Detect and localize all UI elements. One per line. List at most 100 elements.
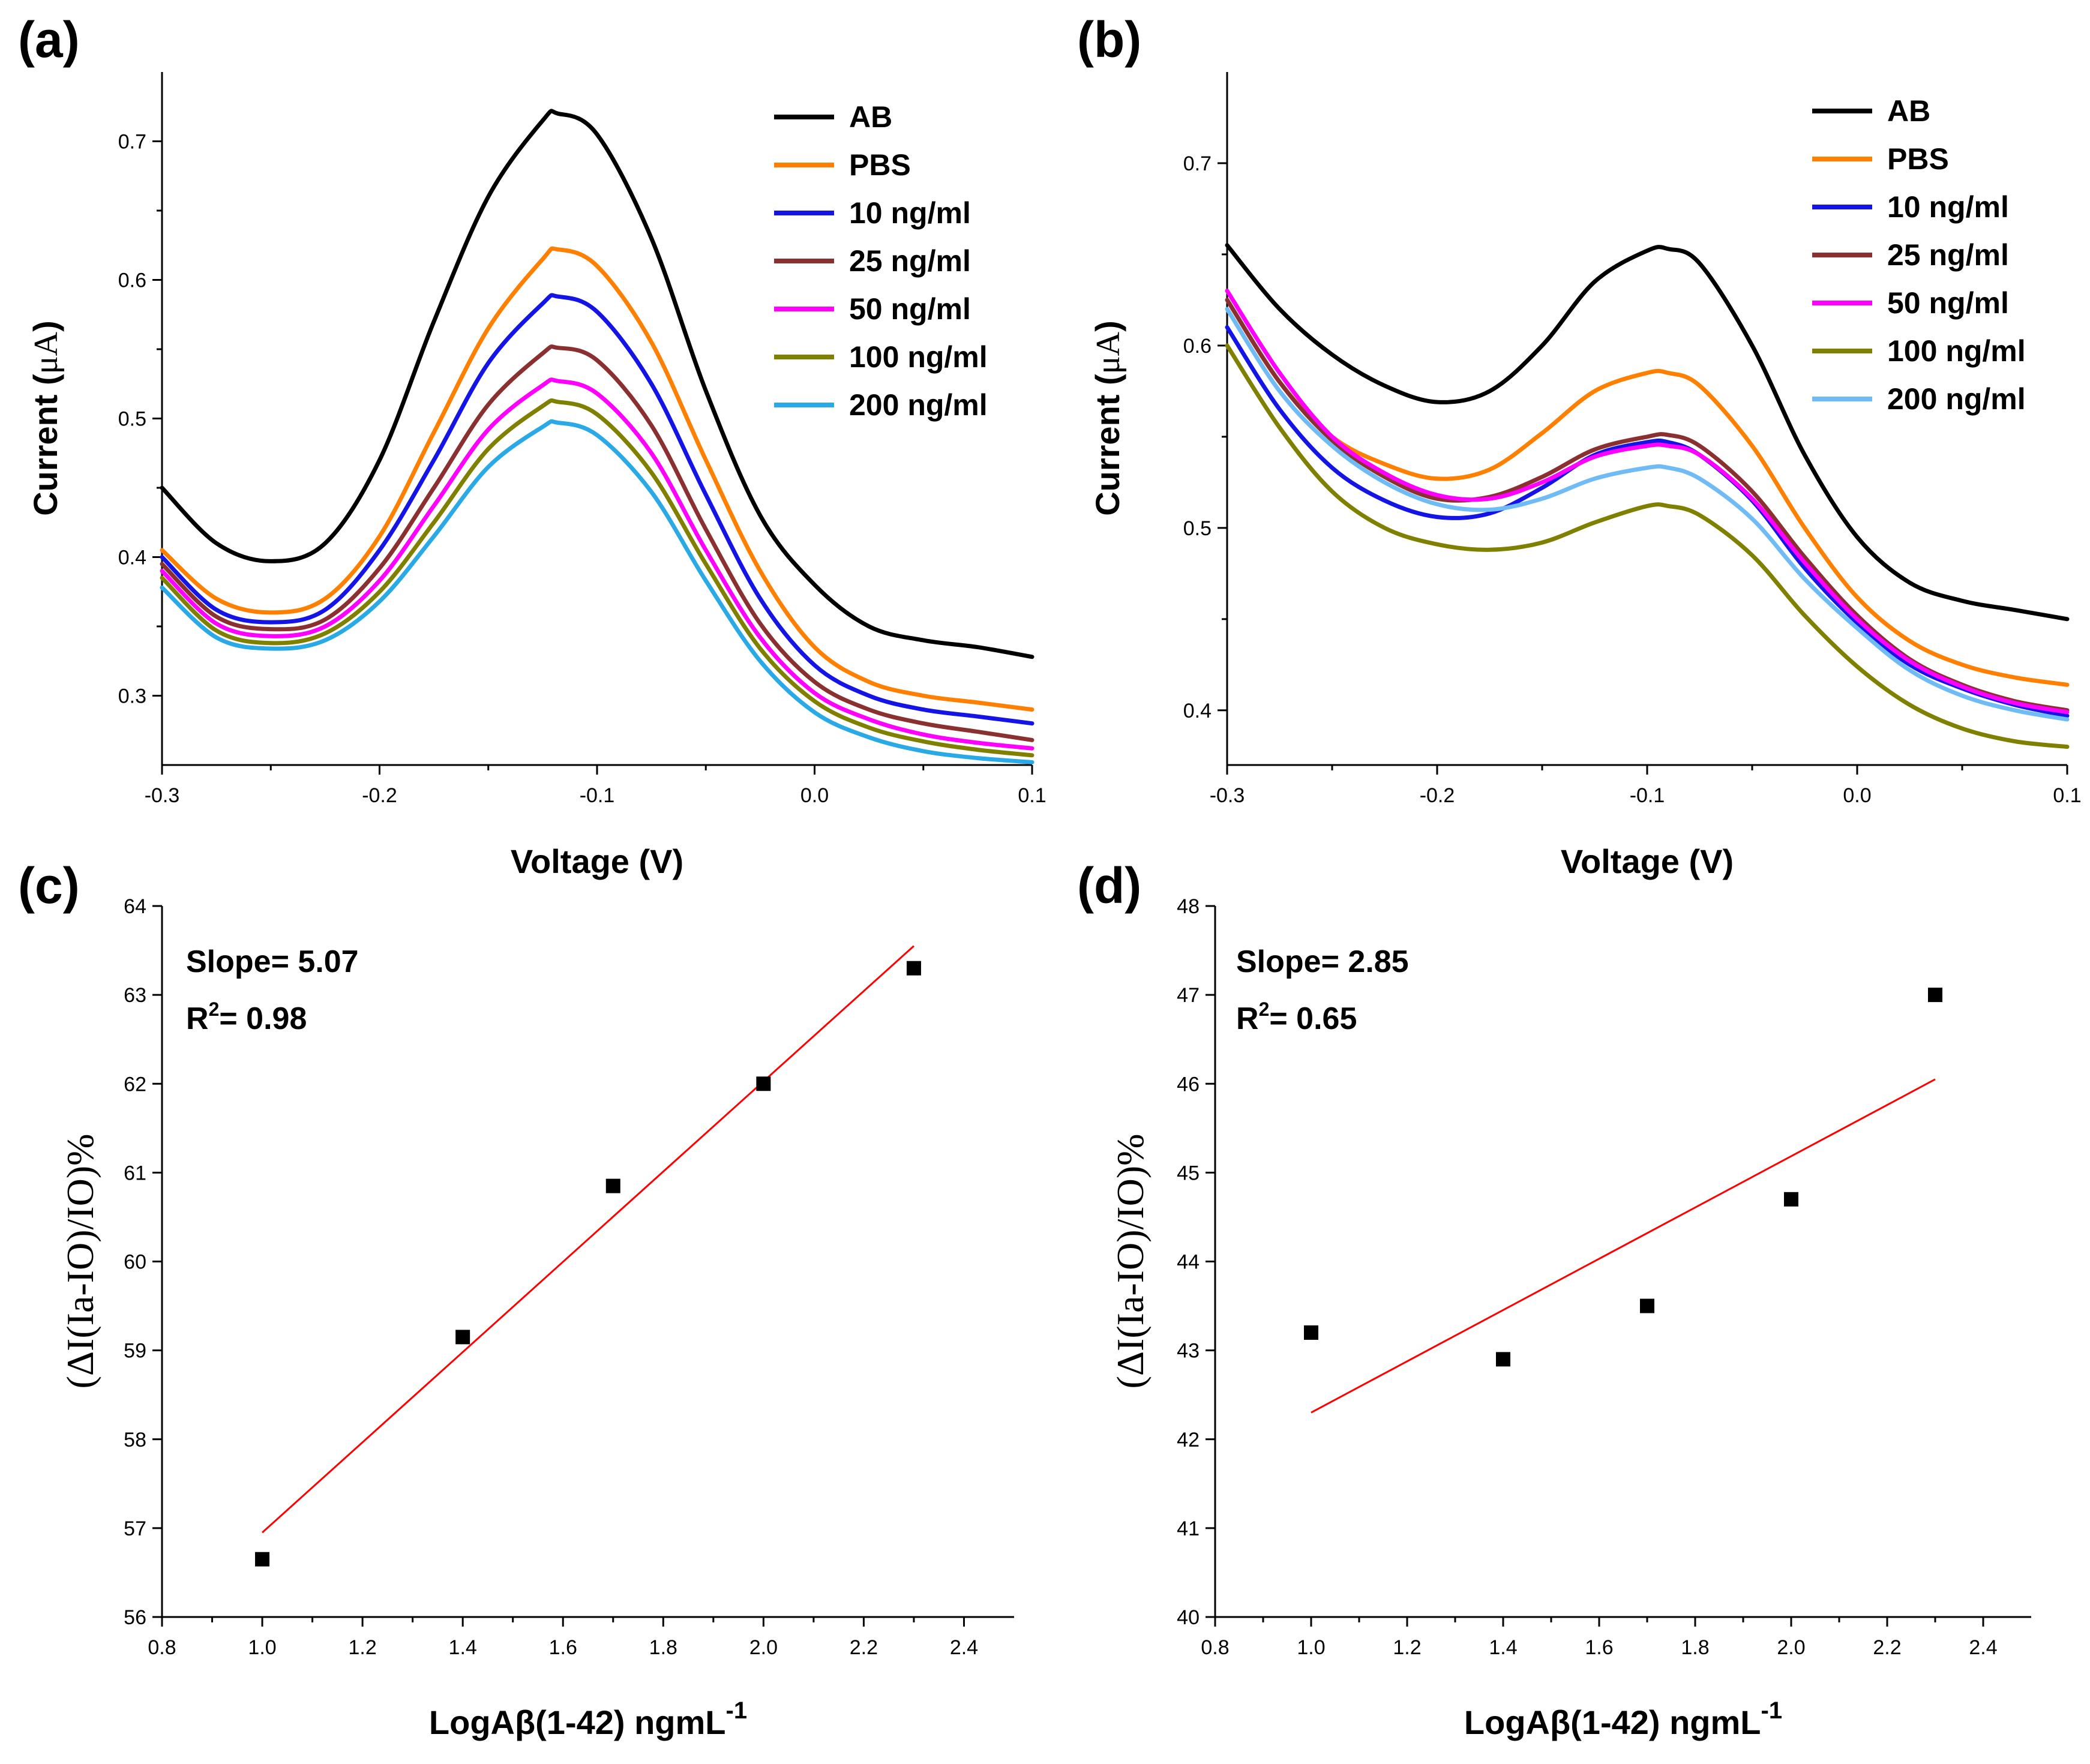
- x-tick-label: 2.2: [850, 1636, 878, 1659]
- y-tick-label: 62: [124, 1073, 146, 1096]
- panel-a: -0.3 -0.2 -0.1 0.0 0.1 0.3 0.4 0.5 0.6 0.7 (a) AB PB…: [18, 11, 1047, 880]
- y-tick-label: 0.4: [1183, 700, 1212, 722]
- y-tick-label: 41: [1177, 1517, 1200, 1540]
- x-tick-label: -0.3: [145, 784, 180, 807]
- data-point: [906, 961, 921, 976]
- y-tick-label: 48: [1177, 895, 1200, 918]
- legend-label-10-ng-ml: 10 ng/ml: [1887, 190, 2009, 224]
- legend-label-pbs: PBS: [1887, 142, 1949, 176]
- series-line-50-ng-ml: [1225, 289, 2070, 715]
- r2-annotation: R2= 0.65: [1236, 998, 1357, 1036]
- y-axis-title-prefix: Current (: [26, 374, 64, 516]
- x-tick-label: 2.0: [1777, 1636, 1805, 1659]
- legend: AB PBS 10 ng/ml 25 ng/ml 50 ng/ml 100 ng/ml 20…: [774, 100, 988, 422]
- x-tick-label: 1.8: [1681, 1636, 1709, 1659]
- series-line-100-ng-ml: [160, 398, 1034, 758]
- r2-superscript: 2: [209, 998, 220, 1020]
- legend-label-200-ng-ml: 200 ng/ml: [1887, 382, 2026, 416]
- x-tick-label: 1.4: [1489, 1636, 1517, 1659]
- legend-label-200-ng-ml: 200 ng/ml: [849, 388, 988, 422]
- x-tick-label: 1.2: [348, 1636, 376, 1659]
- data-point: [1304, 1325, 1318, 1340]
- x-tick-label: 0.1: [1018, 784, 1046, 807]
- r2-annotation: R2= 0.98: [186, 998, 307, 1036]
- y-tick-label: 0.7: [118, 131, 146, 154]
- data-point: [455, 1330, 470, 1345]
- y-tick-label: 63: [124, 984, 146, 1007]
- r2-value: = 0.65: [1269, 1001, 1357, 1036]
- x-axis-title: LogAβ(1-42) ngmL-1: [429, 1697, 747, 1741]
- x-tick-label: 1.6: [1585, 1636, 1613, 1659]
- series-line-ab: [160, 109, 1034, 659]
- x-tick-label: 1.2: [1393, 1636, 1421, 1659]
- data-point: [255, 1552, 270, 1567]
- data-point: [605, 1178, 620, 1193]
- x-axis-title: Voltage (V): [1561, 842, 1734, 880]
- y-axis-title-suffix: ): [1089, 320, 1126, 332]
- x-tick-label: 2.0: [749, 1636, 778, 1659]
- x-tick-label: -0.3: [1210, 784, 1245, 807]
- y-tick-label: 60: [124, 1251, 146, 1274]
- x-tick-label: 0.1: [2053, 784, 2081, 807]
- series-line-25-ng-ml: [160, 344, 1034, 742]
- panel-d: 0.8 1.0 1.2 1.4 1.6 1.8 2.0 2.2 2.4 40 41 42 43 44 45 4…: [1077, 857, 2031, 1741]
- y-tick-label: 43: [1177, 1340, 1200, 1363]
- legend-label-50-ng-ml: 50 ng/ml: [849, 292, 971, 326]
- r2-symbol: R: [1236, 1001, 1259, 1036]
- panel-c: 0.8 1.0 1.2 1.4 1.6 1.8 2.0 2.2 2.4 56 57 58 59 60 61 6…: [18, 857, 1014, 1741]
- panel-b: -0.3 -0.2 -0.1 0.0 0.1 0.4 0.5 0.6 0.7 (b) AB PBS 10…: [1077, 11, 2082, 880]
- slope-annotation: Slope= 2.85: [1236, 944, 1409, 979]
- x-tick-label: -0.1: [1630, 784, 1665, 807]
- y-tick-label: 0.6: [1183, 335, 1212, 358]
- legend-label-25-ng-ml: 25 ng/ml: [1887, 238, 2009, 272]
- y-axis-title: (ΔI(Ia-IO)/IO)%: [59, 1134, 101, 1389]
- legend-label-ab: AB: [1887, 94, 1930, 128]
- data-point: [1928, 988, 1942, 1003]
- y-tick-label: 61: [124, 1162, 146, 1184]
- x-tick-label: 2.4: [1969, 1636, 1997, 1659]
- y-tick-label: 0.3: [118, 685, 146, 708]
- panel-label: (a): [18, 11, 80, 68]
- legend-label-ab: AB: [849, 100, 892, 134]
- y-tick-label: 64: [124, 895, 146, 918]
- x-tick-label: 1.6: [549, 1636, 577, 1659]
- y-axis-title: Current (μA): [1089, 320, 1127, 516]
- legend-label-pbs: PBS: [849, 148, 911, 182]
- y-tick-label: 0.6: [118, 269, 146, 292]
- y-axis-title-unit: μA: [1090, 331, 1127, 374]
- series-line-200-ng-ml: [1225, 307, 2070, 722]
- y-tick-label: 0.5: [1183, 517, 1212, 540]
- x-axis-title: LogAβ(1-42) ngmL-1: [1464, 1697, 1782, 1741]
- panel-label: (c): [18, 857, 80, 914]
- legend-label-50-ng-ml: 50 ng/ml: [1887, 286, 2009, 320]
- r2-value: = 0.98: [219, 1001, 307, 1036]
- x-tick-label: 0.8: [148, 1636, 176, 1659]
- x-tick-label: 0.0: [800, 784, 829, 807]
- series-line-pbs: [160, 246, 1034, 712]
- y-tick-label: 44: [1177, 1251, 1200, 1274]
- series-line-10-ng-ml: [160, 293, 1034, 726]
- x-tick-label: 1.8: [649, 1636, 677, 1659]
- x-tick-label: 0.0: [1843, 784, 1871, 807]
- series-line-100-ng-ml: [1225, 343, 2070, 749]
- y-tick-label: 47: [1177, 984, 1200, 1007]
- data-point: [1640, 1298, 1654, 1313]
- y-tick-label: 46: [1177, 1073, 1200, 1096]
- x-tick-label: -0.1: [580, 784, 615, 807]
- legend: AB PBS 10 ng/ml 25 ng/ml 50 ng/ml 100 ng/ml 20…: [1812, 94, 2026, 416]
- data-point: [1496, 1352, 1510, 1367]
- y-tick-label: 56: [124, 1606, 146, 1629]
- y-tick-label: 59: [124, 1340, 146, 1363]
- y-axis-title-suffix: ): [26, 320, 64, 332]
- y-axis-title: Current (μA): [26, 320, 65, 516]
- x-tick-label: 1.4: [449, 1636, 477, 1659]
- legend-label-100-ng-ml: 100 ng/ml: [1887, 334, 2026, 368]
- x-axis-title-superscript: -1: [726, 1697, 748, 1724]
- x-tick-label: 1.0: [248, 1636, 276, 1659]
- y-tick-label: 0.4: [118, 547, 146, 569]
- y-axis-title: (ΔI(Ia-IO)/IO)%: [1109, 1134, 1152, 1389]
- r2-superscript: 2: [1259, 998, 1270, 1020]
- x-tick-label: -0.2: [1420, 784, 1455, 807]
- slope-annotation: Slope= 5.07: [186, 944, 359, 979]
